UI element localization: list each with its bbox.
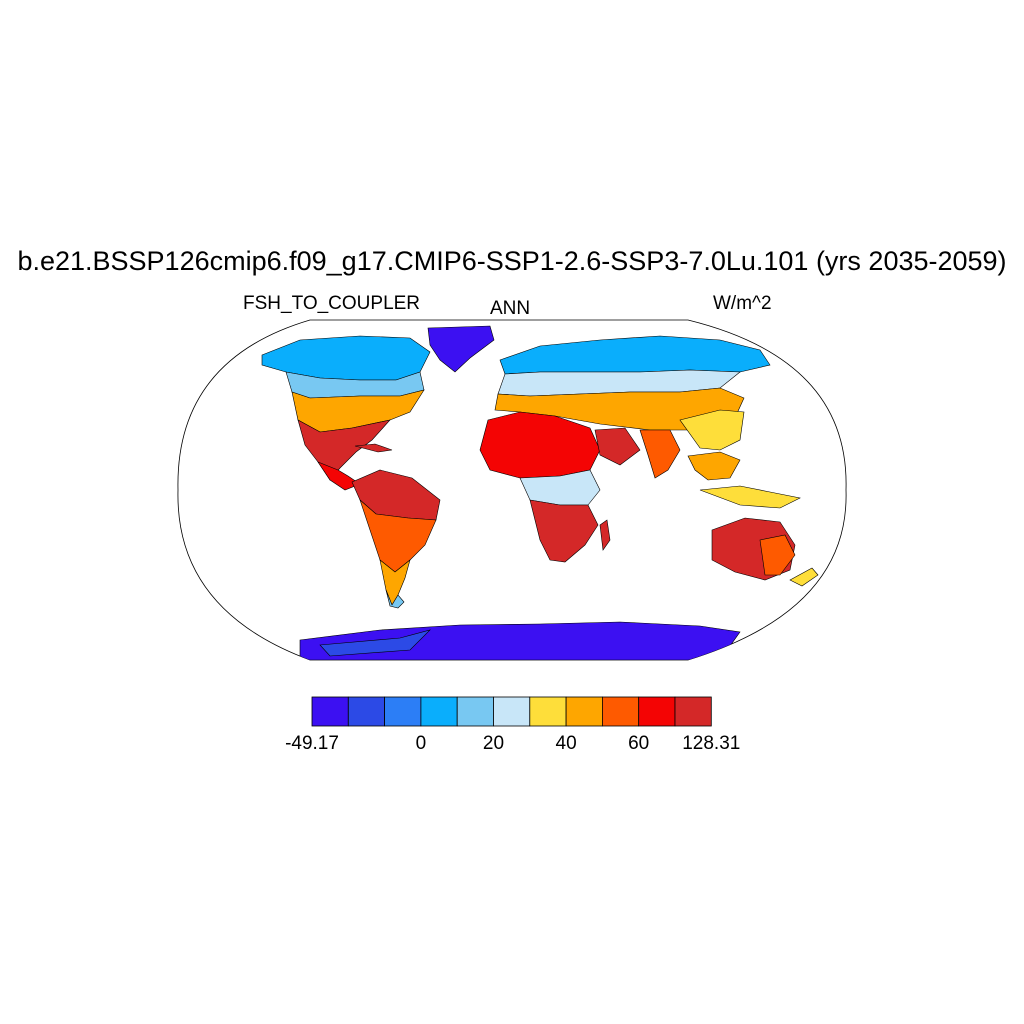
colorbar-swatch-10 xyxy=(674,696,712,727)
season-label: ANN xyxy=(490,298,531,319)
region-greenland xyxy=(427,325,495,373)
region-australia-east xyxy=(759,534,796,576)
chart-title: b.e21.BSSP126cmip6.f09_g17.CMIP6-SSP1-2.… xyxy=(17,246,1007,276)
region-antarctica xyxy=(299,621,741,660)
region-southeast-asia xyxy=(687,451,741,481)
colorbar-swatch-2 xyxy=(384,696,422,727)
region-new-zealand xyxy=(789,567,819,587)
colorbar-swatch-8 xyxy=(602,696,640,727)
variable-label: FSH_TO_COUPLER xyxy=(243,293,421,314)
colorbar-swatch-1 xyxy=(347,696,385,727)
region-madagascar xyxy=(599,519,611,551)
colorbar-swatch-9 xyxy=(638,696,676,727)
colorbar-label: 60 xyxy=(628,733,650,754)
region-india xyxy=(639,429,681,479)
region-caribbean xyxy=(354,443,393,453)
colorbar-label: 128.31 xyxy=(682,733,741,754)
region-indonesia xyxy=(699,485,801,509)
region-arabia xyxy=(594,427,641,466)
colorbar-swatch-5 xyxy=(493,696,531,727)
colorbar-label: -49.17 xyxy=(285,733,339,754)
colorbar-label: 20 xyxy=(482,733,505,754)
region-south-america-central xyxy=(359,499,437,573)
region-patagonia xyxy=(385,589,405,609)
colorbar-swatch-7 xyxy=(565,696,603,727)
units-label: W/m^2 xyxy=(713,293,772,314)
region-east-asia xyxy=(679,409,745,451)
colorbar-swatch-3 xyxy=(420,696,458,727)
colorbar-swatch-6 xyxy=(529,696,567,727)
colorbar-swatch-0 xyxy=(311,696,349,727)
region-antarctic-peninsula xyxy=(319,629,432,657)
region-africa-south xyxy=(529,499,599,563)
colorbar-swatch-4 xyxy=(456,696,494,727)
colorbar-label: 0 xyxy=(415,733,427,754)
colorbar-label: 40 xyxy=(555,733,577,754)
